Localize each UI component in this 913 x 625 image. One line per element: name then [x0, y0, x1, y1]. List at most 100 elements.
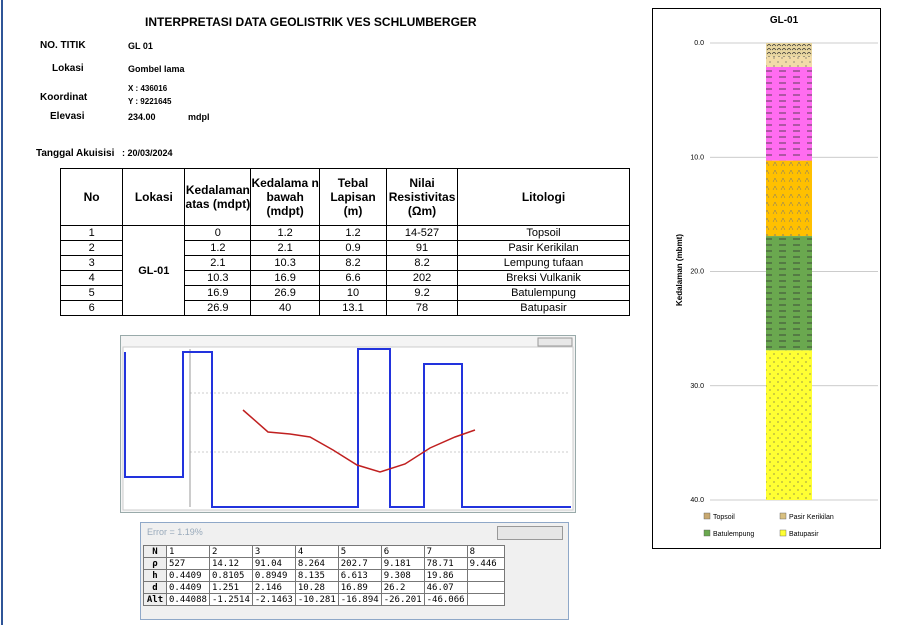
error-cell: 19.86 [424, 570, 467, 582]
legend-label: Batupasir [789, 531, 819, 538]
page: INTERPRETASI DATA GEOLISTRIK VES SCHLUMB… [0, 0, 913, 625]
layer-pattern [766, 350, 812, 500]
field-label: NO. TITIK [40, 40, 86, 51]
error-cell: 5 [338, 546, 381, 558]
error-cell: h [144, 570, 167, 582]
field-label: Elevasi [50, 111, 84, 122]
table-cell: 9.2 [387, 286, 458, 301]
column-header: Kedalama n bawah (mdpt) [251, 169, 320, 226]
error-cell: 9.446 [467, 558, 504, 570]
error-cell: 46.07 [424, 582, 467, 594]
field-unit: mdpl [188, 112, 210, 122]
table-cell: 16.9 [251, 271, 320, 286]
date-value: : 20/03/2024 [122, 148, 173, 158]
doc-title: INTERPRETASI DATA GEOLISTRIK VES SCHLUMB… [145, 15, 477, 29]
y-tick-label: 10.0 [690, 154, 704, 161]
error-cell: 10.28 [295, 582, 338, 594]
legend-swatch [780, 513, 786, 519]
column-header: Litologi [457, 169, 629, 226]
table-cell: 2 [61, 241, 123, 256]
error-cell: 202.7 [338, 558, 381, 570]
table-cell: 26.9 [251, 286, 320, 301]
layer-pattern [766, 236, 812, 350]
error-cell: -2.1463 [252, 594, 295, 606]
y-tick-label: 30.0 [690, 383, 704, 390]
table-cell: Batulempung [457, 286, 629, 301]
table-cell: 13.1 [319, 301, 386, 316]
error-cell: 9.308 [381, 570, 424, 582]
error-cell: 8.264 [295, 558, 338, 570]
error-cell: N [144, 546, 167, 558]
layer-pattern [766, 161, 812, 236]
table-cell: Breksi Vulkanik [457, 271, 629, 286]
field-value: X : 436016 [128, 84, 167, 93]
legend-label: Topsoil [713, 514, 735, 521]
error-cell: 2.146 [252, 582, 295, 594]
error-cell: Alt [144, 594, 167, 606]
table-cell: 6.6 [319, 271, 386, 286]
error-cell: 527 [167, 558, 210, 570]
error-cell: -10.281 [295, 594, 338, 606]
table-cell: 1.2 [319, 226, 386, 241]
error-cell: 2 [209, 546, 252, 558]
error-cell: 1.251 [209, 582, 252, 594]
error-cell: 8 [467, 546, 504, 558]
field-label: Lokasi [52, 63, 84, 74]
error-cell: 1 [167, 546, 210, 558]
table-cell: 6 [61, 301, 123, 316]
window-buttons[interactable] [538, 338, 572, 346]
error-cell [467, 594, 504, 606]
resistivity-plot-screenshot [120, 335, 576, 513]
table-cell: 1.2 [185, 241, 251, 256]
table-cell: 91 [387, 241, 458, 256]
table-cell: Batupasir [457, 301, 629, 316]
column-header: Lokasi [123, 169, 185, 226]
y-tick-label: 20.0 [690, 269, 704, 276]
error-cell: 6.613 [338, 570, 381, 582]
table-cell: 5 [61, 286, 123, 301]
error-cell: 0.4409 [167, 570, 210, 582]
chart-title: GL-01 [770, 15, 799, 26]
table-cell: 8.2 [319, 256, 386, 271]
table-cell: 2.1 [251, 241, 320, 256]
table-cell: 0.9 [319, 241, 386, 256]
y-tick-label: 0.0 [694, 40, 704, 47]
error-cell: 0.44088 [167, 594, 210, 606]
table-cell: 202 [387, 271, 458, 286]
table-cell: 8.2 [387, 256, 458, 271]
error-cell: 9.181 [381, 558, 424, 570]
error-cell: 7 [424, 546, 467, 558]
y-axis-label: Kedalaman (mbmt) [675, 234, 684, 306]
error-cell: 78.71 [424, 558, 467, 570]
field-value: Y : 9221645 [128, 97, 171, 106]
error-cell: 14.12 [209, 558, 252, 570]
location-cell: GL-01 [123, 226, 185, 316]
layer-pattern [766, 43, 812, 57]
depth-column-chart: GL-01 Kedalaman (mbmt) 0.0 10.0 20.0 30.0 40… [652, 8, 881, 549]
legend-swatch [704, 513, 710, 519]
legend-swatch [704, 530, 710, 536]
legend-label: Pasir Kerikilan [789, 514, 834, 521]
error-cell: 8.135 [295, 570, 338, 582]
layer-pattern [766, 57, 812, 67]
window-buttons[interactable] [497, 526, 563, 540]
table-cell: 14-527 [387, 226, 458, 241]
table-cell: 3 [61, 256, 123, 271]
table-cell: 10 [319, 286, 386, 301]
column-header: No [61, 169, 123, 226]
table-cell: 26.9 [185, 301, 251, 316]
table-cell: 40 [251, 301, 320, 316]
field-label: Koordinat [40, 92, 87, 103]
column-header: Nilai Resistivitas (Ωm) [387, 169, 458, 226]
date-label: Tanggal Akuisisi [36, 148, 114, 159]
table-cell: 78 [387, 301, 458, 316]
y-tick-label: 40.0 [690, 497, 704, 504]
